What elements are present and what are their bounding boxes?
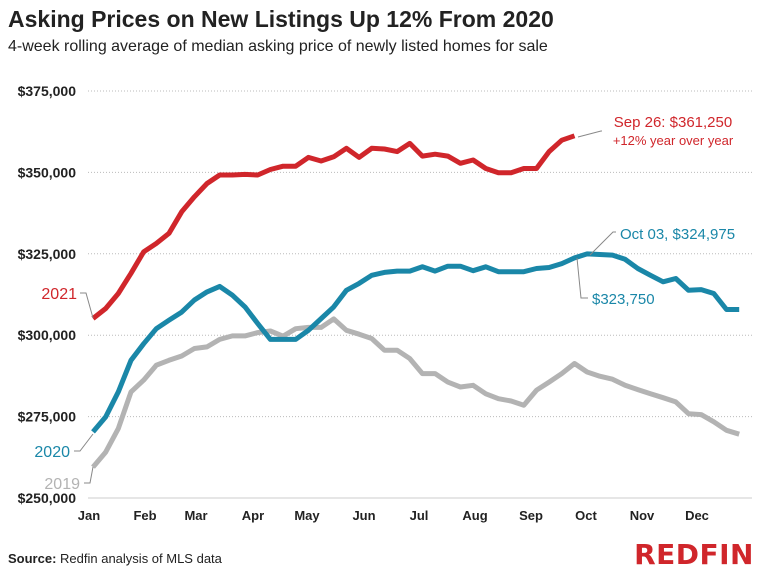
x-tick-label: Jul [410, 508, 429, 523]
red-callout-yoy: +12% year over year [613, 133, 734, 148]
label-leader-2020 [74, 433, 94, 452]
label-leader-2021 [80, 292, 94, 319]
x-tick-label: Feb [133, 508, 156, 523]
x-tick-label: May [294, 508, 320, 523]
x-tick-label: Aug [462, 508, 487, 523]
series-label-2019: 2019 [44, 476, 80, 493]
y-tick-label: $250,000 [18, 490, 77, 506]
y-tick-label: $375,000 [18, 83, 77, 99]
blue-peak-leader [589, 231, 616, 256]
series-line-2021 [91, 133, 576, 321]
source-text: Redfin analysis of MLS data [60, 551, 222, 566]
chart-subtitle: 4-week rolling average of median asking … [8, 38, 548, 55]
label-leader-2019 [84, 466, 94, 484]
red-callout-value: Sep 26: $361,250 [614, 114, 732, 131]
series-line-2020 [91, 251, 740, 434]
series-line-2019 [91, 316, 740, 469]
x-tick-label: Jun [352, 508, 375, 523]
blue-peak-callout: Oct 03, $324,975 [620, 226, 735, 243]
x-tick-label: Jan [78, 508, 100, 523]
x-tick-label: Sep [519, 508, 543, 523]
y-tick-label: $300,000 [18, 327, 77, 343]
x-tick-label: Oct [575, 508, 597, 523]
source-label: Source: [8, 551, 57, 566]
source-note: Source: Redfin analysis of MLS data [8, 551, 222, 566]
x-tick-label: Nov [630, 508, 655, 523]
y-tick-label: $350,000 [18, 164, 77, 180]
x-tick-label: Mar [184, 508, 207, 523]
y-tick-label: $325,000 [18, 246, 77, 262]
red-callout-leader [577, 130, 602, 138]
y-tick-label: $275,000 [18, 409, 77, 425]
x-tick-label: Apr [242, 508, 264, 523]
x-tick-label: Dec [685, 508, 709, 523]
blue-sameweek-callout: $323,750 [592, 291, 655, 308]
chart-title: Asking Prices on New Listings Up 12% Fro… [8, 6, 554, 32]
series-label-2021: 2021 [41, 286, 77, 303]
redfin-logo: REDFIN [634, 538, 754, 571]
series-label-2020: 2020 [34, 444, 70, 461]
blue-sameweek-leader [576, 257, 588, 299]
